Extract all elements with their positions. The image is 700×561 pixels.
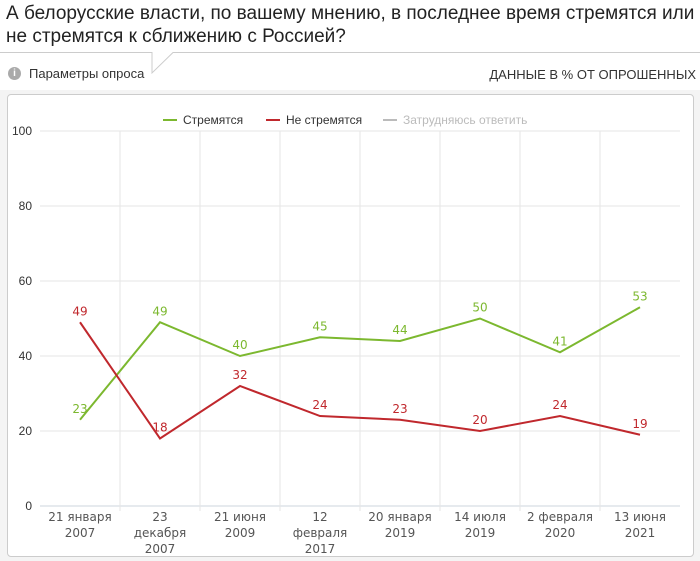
- data-label: 23: [392, 402, 407, 416]
- units-label: ДАННЫЕ В % ОТ ОПРОШЕННЫХ: [489, 67, 696, 82]
- data-label: 53: [632, 289, 647, 303]
- x-tick-label: декабря: [134, 526, 187, 540]
- params-label: Параметры опроса: [29, 66, 145, 81]
- page-title: А белорусские власти, по вашему мнению, …: [6, 3, 695, 47]
- survey-params-button[interactable]: i Параметры опроса: [8, 66, 144, 81]
- legend-item: Стремятся: [183, 113, 243, 127]
- header: [0, 0, 700, 90]
- x-tick-label: 21 января: [48, 510, 111, 524]
- legend-item: Не стремятся: [286, 113, 362, 127]
- series-line-2: [79, 321, 641, 440]
- series-line-1: [79, 306, 641, 421]
- x-tick-label: 2009: [225, 526, 256, 540]
- x-tick-label: 2 февраля: [527, 510, 593, 524]
- x-tick-label: 21 июня: [214, 510, 266, 524]
- data-label: 24: [312, 398, 327, 412]
- data-label: 23: [72, 402, 87, 416]
- data-label: 18: [152, 421, 167, 435]
- data-label: 44: [392, 323, 407, 337]
- data-label: 49: [72, 304, 87, 318]
- x-tick-label: 2019: [465, 526, 496, 540]
- x-tick-label: 2017: [305, 542, 336, 556]
- y-tick-label: 60: [19, 274, 33, 288]
- x-tick-label: 13 июня: [614, 510, 666, 524]
- y-tick-label: 100: [12, 124, 32, 138]
- data-label: 40: [232, 338, 247, 352]
- y-tick-label: 40: [19, 349, 33, 363]
- x-tick-label: 20 января: [368, 510, 431, 524]
- info-icon: i: [8, 67, 21, 80]
- data-label: 19: [632, 417, 647, 431]
- data-label: 45: [312, 319, 327, 333]
- chart-container: [7, 94, 694, 557]
- x-tick-label: 2020: [545, 526, 576, 540]
- data-label: 24: [552, 398, 567, 412]
- header-divider: [0, 52, 700, 75]
- y-tick-label: 0: [25, 499, 32, 513]
- y-tick-label: 80: [19, 199, 33, 213]
- x-tick-label: 2007: [145, 542, 176, 556]
- data-label: 49: [152, 304, 167, 318]
- data-label: 50: [472, 301, 487, 315]
- data-label: 41: [552, 334, 567, 348]
- x-tick-label: 14 июля: [454, 510, 506, 524]
- x-tick-label: 2021: [625, 526, 656, 540]
- x-tick-label: 12: [312, 510, 327, 524]
- legend-item: Затрудняюсь ответить: [403, 113, 527, 127]
- x-tick-label: 23: [152, 510, 167, 524]
- x-tick-label: 2019: [385, 526, 416, 540]
- x-tick-label: 2007: [65, 526, 96, 540]
- data-label: 32: [232, 368, 247, 382]
- x-tick-label: февраля: [293, 526, 348, 540]
- data-label: 20: [472, 413, 487, 427]
- y-tick-label: 20: [19, 424, 33, 438]
